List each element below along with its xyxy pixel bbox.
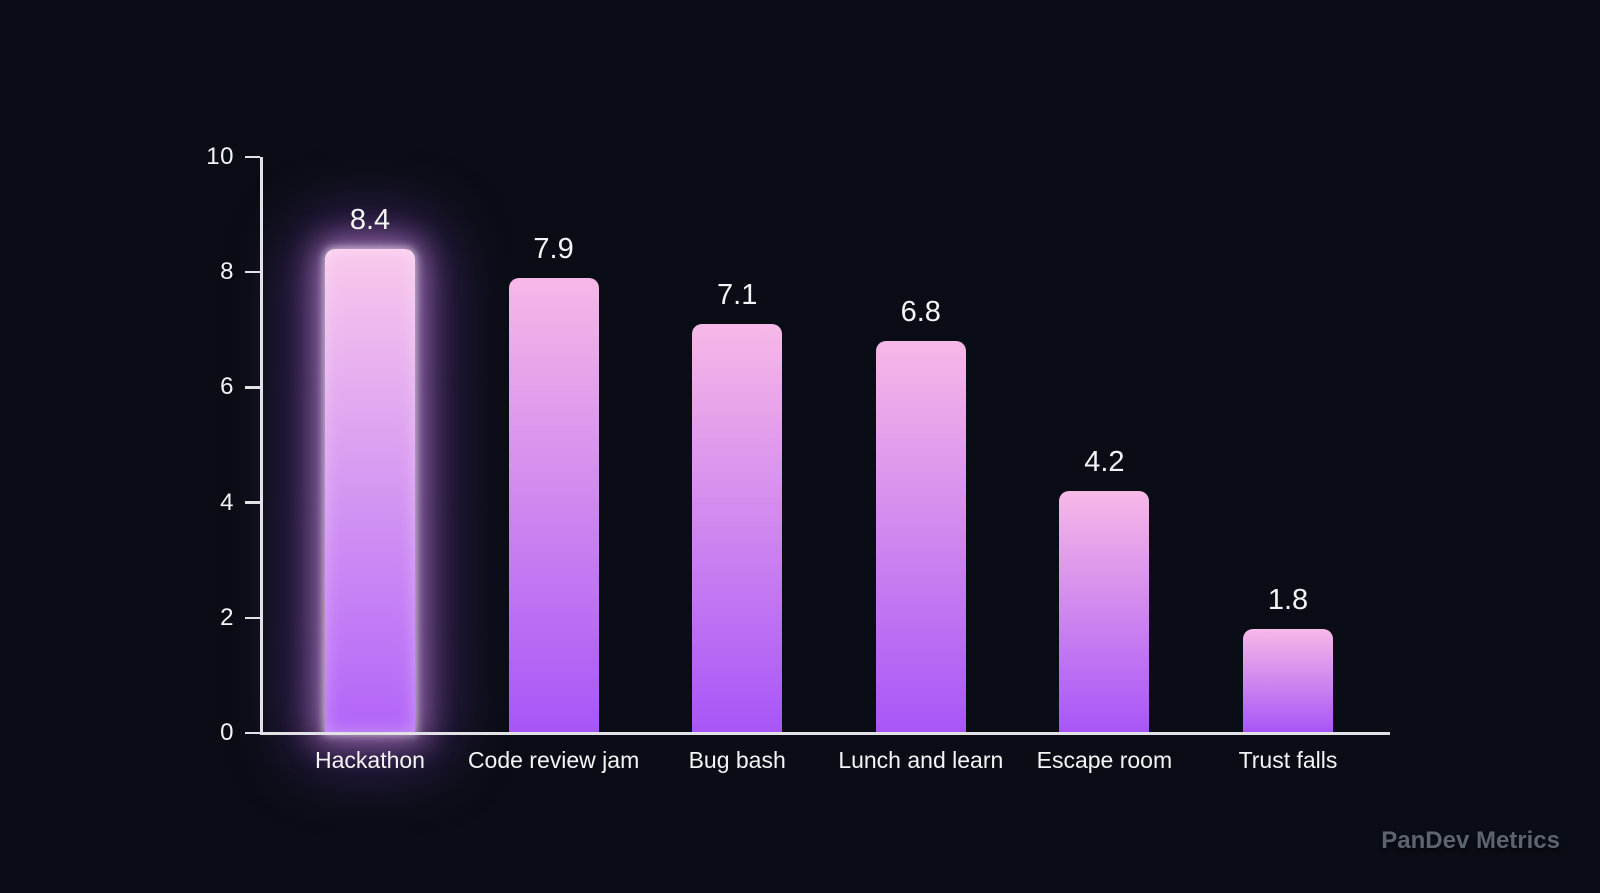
y-tick xyxy=(245,155,260,159)
bar xyxy=(692,324,783,733)
bar-value-label: 6.8 xyxy=(900,296,941,329)
bar-value-label: 7.9 xyxy=(533,232,574,265)
bar xyxy=(1243,629,1333,733)
y-tick-label: 8 xyxy=(220,258,234,286)
y-tick xyxy=(245,616,260,620)
y-tick xyxy=(245,731,260,735)
y-tick-label: 4 xyxy=(220,488,234,516)
category-label: Trust falls xyxy=(1238,747,1338,773)
plot-area: 0 2 4 6 8 10 8.4 Hackathon 7.9 Code review jam 7.… xyxy=(206,144,1390,773)
y-tick xyxy=(245,386,260,389)
y-tick-label: 2 xyxy=(220,603,234,631)
category-label: Code review jam xyxy=(467,747,640,773)
bar xyxy=(508,277,599,733)
bar xyxy=(325,249,415,733)
bar-value-label: 8.4 xyxy=(349,204,391,237)
bar xyxy=(875,341,966,733)
category-label: Bug bash xyxy=(688,747,786,773)
bar-value-label: 4.2 xyxy=(1084,446,1125,479)
y-tick xyxy=(245,501,260,504)
category-label: Hackathon xyxy=(315,747,425,773)
watermark: PanDev Metrics xyxy=(1381,827,1560,854)
bar-value-label: 1.8 xyxy=(1267,584,1309,617)
bar-value-label: 7.1 xyxy=(717,279,758,312)
y-tick-label: 10 xyxy=(206,143,234,170)
x-axis xyxy=(260,731,1390,735)
category-label: Escape room xyxy=(1036,747,1173,773)
category-label: Lunch and learn xyxy=(838,747,1004,773)
y-tick xyxy=(245,270,260,274)
y-axis xyxy=(260,157,263,733)
y-tick-label: 0 xyxy=(220,719,234,746)
y-tick-label: 6 xyxy=(220,373,234,401)
bar xyxy=(1059,491,1150,733)
